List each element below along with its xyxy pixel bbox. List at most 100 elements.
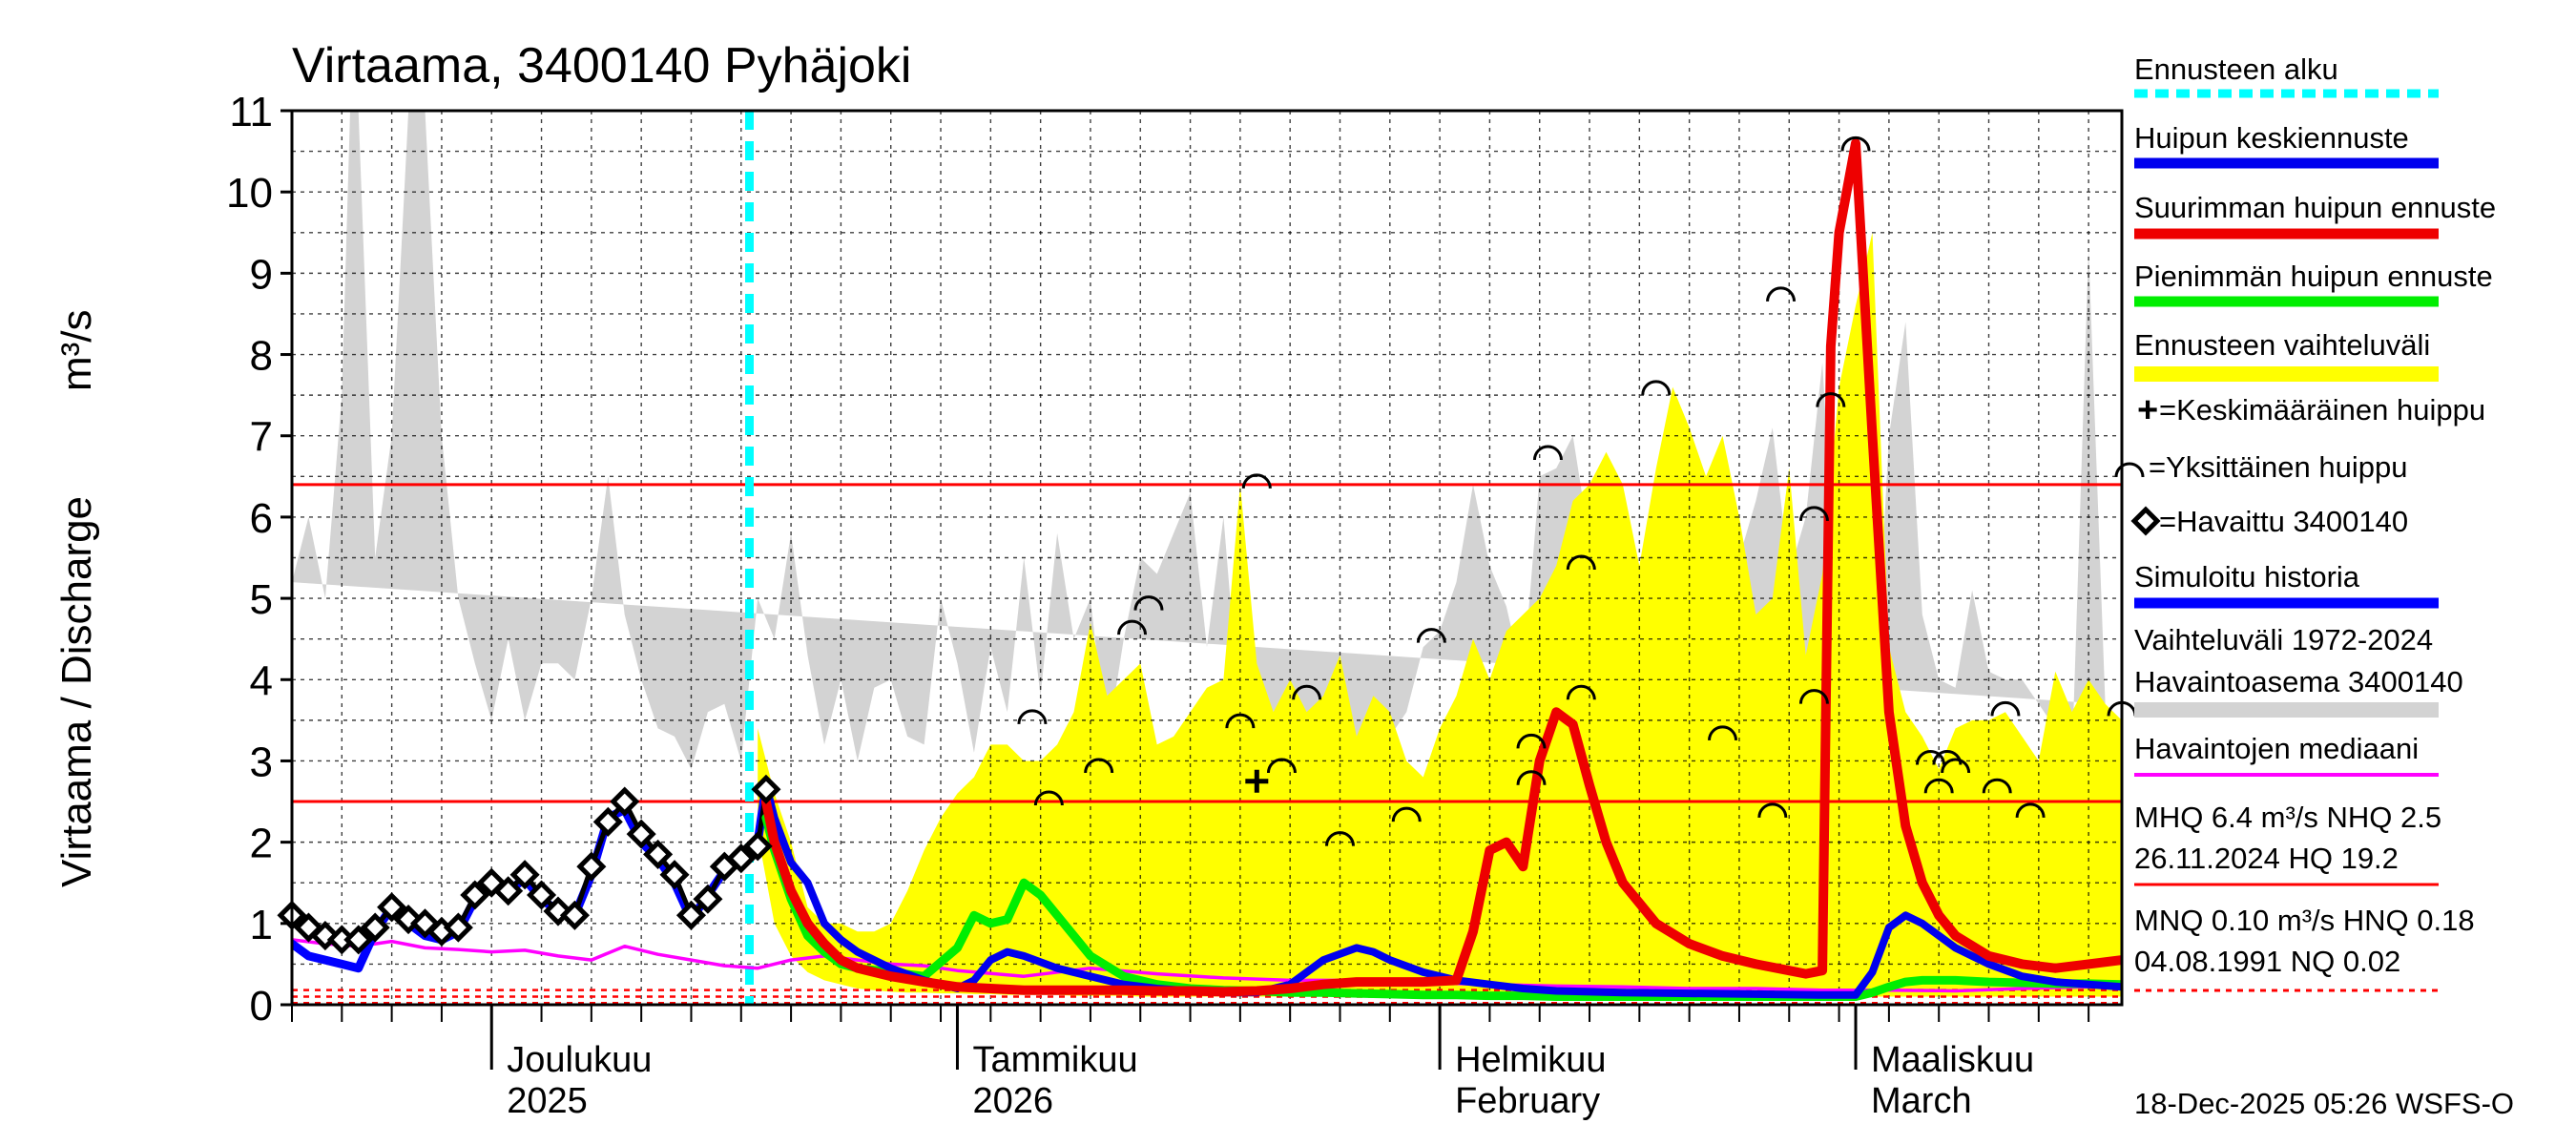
peak-markers [1017,135,2137,846]
individual-peak-marker [1915,750,1945,765]
individual-peak-marker [1641,380,1672,395]
individual-peak-marker [1266,758,1297,774]
y-axis-label: Virtaama / Discharge [53,496,100,887]
arc-peak-icon [2114,462,2145,478]
individual-peak-marker [1416,628,1446,643]
month-label: Helmikuu [1455,1040,1606,1080]
individual-peak-marker [1941,758,1971,774]
legend-history-range-line2: Havaintoasema 3400140 [2134,665,2463,698]
individual-peak-marker [1292,684,1322,700]
observed-point [509,860,540,890]
individual-peak-marker [1033,790,1064,806]
observed-point [493,876,524,906]
y-tick-label: 7 [250,414,273,461]
month-label: Joulukuu [507,1040,652,1080]
chart-title: Virtaama, 3400140 Pyhäjoki [292,38,911,94]
series-havaintojen-mediaani [292,938,2122,993]
month-sublabel: March [1871,1081,1972,1121]
observed-point [576,851,607,882]
legend-mhq-line2: 26.11.2024 HQ 19.2 [2134,842,2399,875]
individual-peak-marker [1391,806,1422,822]
month-sublabel: 2025 [507,1081,588,1121]
x-axis-ticks [291,1005,2090,1022]
individual-peak-marker [1923,778,1954,794]
legend-sim-history-label: Simuloitu historia [2134,560,2360,593]
individual-peak-marker [1566,554,1596,571]
individual-peak-marker [1982,778,2012,794]
observed-point [527,880,557,910]
observed-point [693,884,723,914]
individual-peak-marker [1766,286,1797,302]
observed-point [610,786,640,817]
y-tick-label: 9 [250,251,273,298]
observed-point [360,912,390,943]
plus-icon: + [2137,390,2158,430]
individual-peak-marker [1566,684,1596,700]
month-label: Maaliskuu [1871,1040,2034,1080]
y-tick-label: 6 [250,495,273,542]
individual-peak-marker [1840,135,1871,152]
legend: Ennusteen alku Huipun keskiennuste Suuri… [2114,52,2496,992]
individual-peak-marker [1241,473,1272,489]
plot-frame [290,109,2124,1007]
observed-point [460,880,490,910]
observed-point [443,912,473,943]
mean-peak-marker [1245,769,1269,793]
legend-mhq-line1: MHQ 6.4 m³/s NHQ 2.5 [2134,801,2441,834]
y-tick-label: 5 [250,576,273,623]
series-suurimman-huipun-ennuste [760,138,2122,997]
individual-peak-marker [1816,392,1846,407]
month-sublabel: 2026 [972,1081,1053,1121]
legend-median-label: Havaintojen mediaani [2134,732,2419,765]
individual-peak-marker [1798,689,1829,704]
legend-max-forecast-label: Suurimman huipun ennuste [2134,191,2496,224]
legend-mean-forecast-label: Huipun keskiennuste [2134,121,2409,155]
diamond-marker-icon [2130,506,2161,536]
individual-peak-marker [1757,802,1788,818]
observed-markers [277,774,781,955]
observed-point [726,843,757,874]
individual-peak-marker [1516,733,1547,749]
month-label: Tammikuu [972,1040,1137,1080]
observed-point [343,925,374,955]
individual-peak-marker [1117,619,1148,635]
month-sublabel: February [1455,1081,1600,1121]
observed-point [675,900,707,930]
legend-history-range-line1: Vaihteluväli 1972-2024 [2134,623,2433,656]
individual-peak-marker [1798,506,1829,522]
legend-forecast-start-label: Ennusteen alku [2134,52,2338,86]
y-tick-label: 2 [250,821,273,867]
footer-timestamp: 18-Dec-2025 05:26 WSFS-O [2134,1087,2514,1120]
legend-mnq-line1: MNQ 0.10 m³/s HNQ 0.18 [2134,904,2475,937]
observed-point [659,860,690,890]
y-tick-label: 4 [250,657,273,704]
y-axis-ticks: 0 1 2 3 4 5 6 7 8 9 10 11 [226,89,292,1030]
observed-point [643,839,674,869]
y-tick-label: 8 [250,333,273,380]
observed-point [559,900,590,930]
individual-peak-marker [2015,802,2046,818]
series-huipun-keskiennuste [761,781,2122,999]
y-tick-label: 10 [226,170,273,217]
legend-mean-peak-label: =Keskimääräinen huippu [2159,393,2485,427]
observed-point [626,819,656,849]
y-axis-unit: m³/s [53,309,100,391]
individual-peak-marker [1516,770,1547,785]
legend-mnq-line2: 04.08.1991 NQ 0.02 [2134,945,2400,978]
observed-point [751,774,781,804]
y-tick-label: 0 [250,983,273,1030]
y-tick-label: 3 [250,739,273,785]
legend-min-forecast-label: Pienimmän huipun ennuste [2134,260,2493,293]
individual-peak-marker [1990,700,2021,717]
observed-point [592,806,623,837]
observed-point [742,831,773,862]
observed-point [377,892,407,923]
y-tick-label: 1 [250,902,273,948]
grid-lines [292,111,2122,1005]
individual-peak-marker [1324,831,1355,846]
individual-peak-marker [1708,725,1738,741]
individual-peak-marker [1017,709,1048,724]
y-tick-label: 11 [229,89,273,135]
